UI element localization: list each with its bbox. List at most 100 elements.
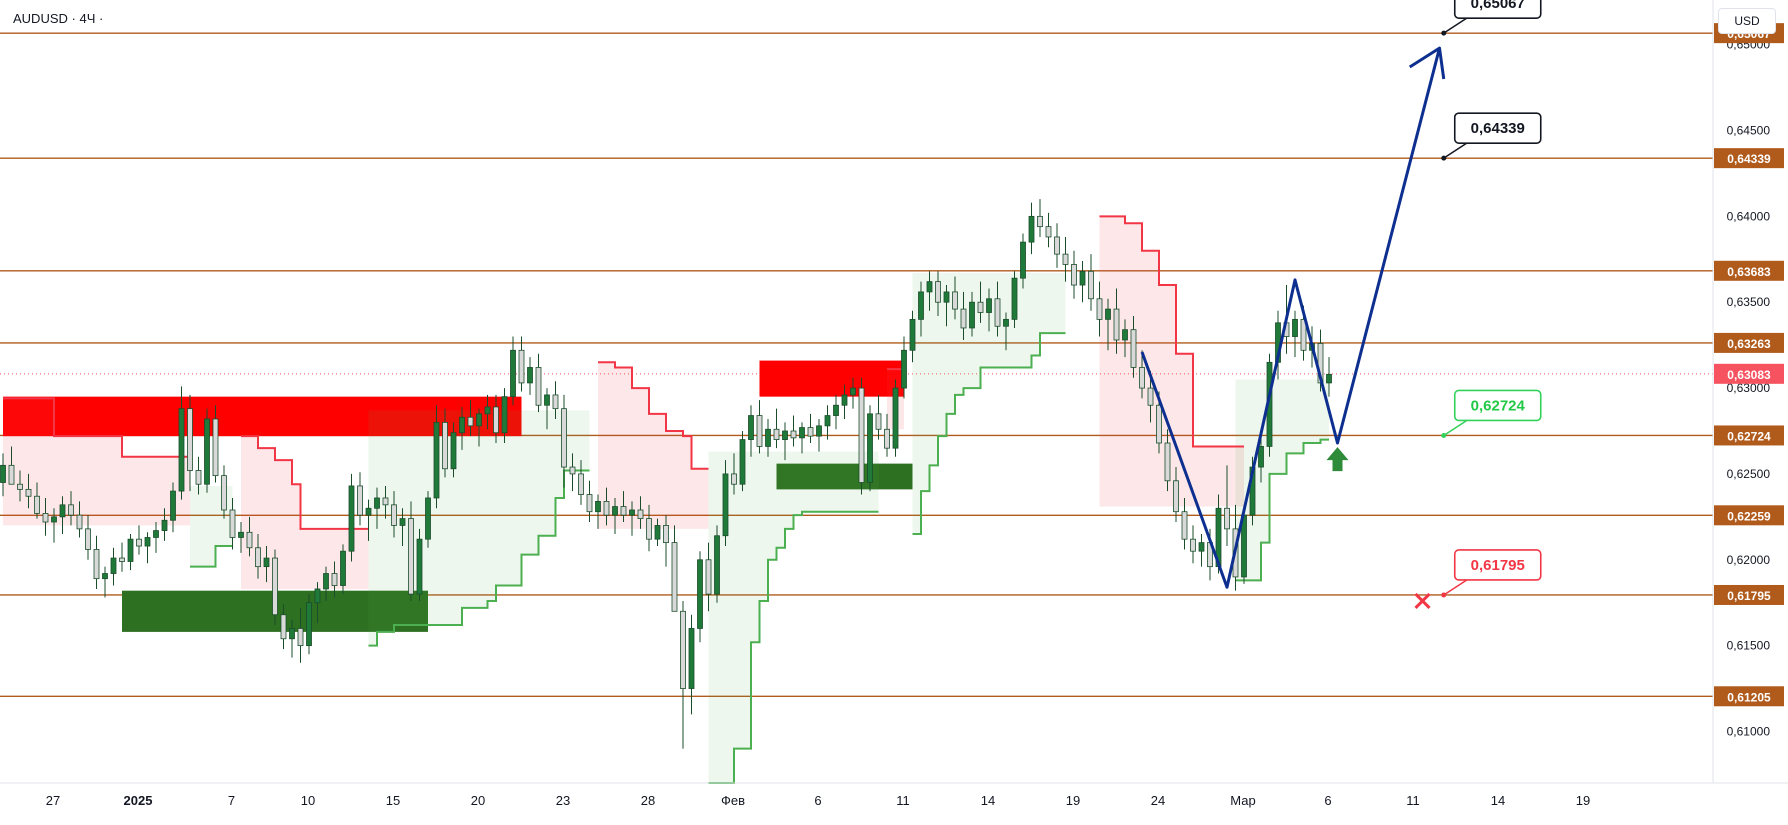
- candle[interactable]: [476, 408, 482, 447]
- candle[interactable]: [722, 460, 729, 547]
- candle[interactable]: [977, 281, 984, 323]
- candle[interactable]: [518, 336, 525, 392]
- candle[interactable]: [569, 453, 576, 492]
- candle[interactable]: [1028, 202, 1035, 255]
- candle[interactable]: [408, 501, 414, 601]
- candle[interactable]: [34, 482, 40, 519]
- candle[interactable]: [170, 482, 176, 533]
- candle[interactable]: [731, 453, 737, 495]
- candle[interactable]: [969, 291, 975, 337]
- candle[interactable]: [425, 491, 431, 548]
- level-price-tag[interactable]: 0,64339: [1714, 148, 1784, 169]
- candle[interactable]: [884, 413, 890, 457]
- candle[interactable]: [765, 418, 771, 457]
- candle[interactable]: [527, 357, 533, 395]
- candle[interactable]: [697, 551, 703, 643]
- candle[interactable]: [833, 394, 839, 430]
- candle[interactable]: [59, 496, 66, 535]
- candle[interactable]: [824, 405, 831, 440]
- candle[interactable]: [773, 408, 780, 449]
- candle[interactable]: [1292, 310, 1298, 358]
- candle[interactable]: [1164, 429, 1171, 492]
- candle[interactable]: [935, 271, 941, 316]
- candle[interactable]: [374, 487, 380, 529]
- candle[interactable]: [357, 472, 363, 526]
- candle[interactable]: [850, 377, 856, 409]
- candle[interactable]: [1037, 199, 1043, 237]
- price-callout-2[interactable]: 0,62724: [1441, 389, 1542, 438]
- candle[interactable]: [510, 336, 516, 406]
- level-price-tag[interactable]: 0,63683: [1714, 260, 1784, 281]
- candle[interactable]: [1054, 223, 1060, 268]
- candle[interactable]: [289, 619, 295, 658]
- candle[interactable]: [68, 491, 74, 526]
- candle[interactable]: [654, 518, 661, 547]
- candle[interactable]: [943, 285, 950, 327]
- candle[interactable]: [603, 487, 610, 526]
- candle[interactable]: [1071, 250, 1077, 299]
- candle[interactable]: [102, 566, 108, 598]
- supply-zone-2[interactable]: [759, 360, 905, 397]
- candle[interactable]: [909, 310, 916, 363]
- candle[interactable]: [365, 499, 372, 541]
- candle[interactable]: [858, 377, 865, 495]
- level-price-tag[interactable]: 0,63263: [1714, 332, 1784, 353]
- candle[interactable]: [1190, 525, 1196, 564]
- candle[interactable]: [595, 494, 601, 529]
- candle[interactable]: [586, 480, 593, 522]
- candle[interactable]: [382, 485, 389, 519]
- candle[interactable]: [42, 497, 49, 536]
- trail-green-line-0[interactable]: [190, 545, 233, 568]
- candle[interactable]: [1020, 233, 1026, 289]
- candle[interactable]: [17, 470, 23, 502]
- candle[interactable]: [807, 413, 814, 444]
- level-price-tag[interactable]: 0,61205: [1714, 686, 1784, 707]
- candle[interactable]: [748, 405, 754, 457]
- candle[interactable]: [221, 465, 227, 519]
- candle[interactable]: [246, 516, 253, 557]
- trail-green-line-2[interactable]: [708, 510, 879, 784]
- candle[interactable]: [450, 422, 457, 478]
- trail-red-line-1[interactable]: [241, 435, 369, 530]
- candle[interactable]: [1181, 497, 1188, 550]
- candle[interactable]: [331, 561, 338, 598]
- candle[interactable]: [612, 497, 618, 535]
- candle[interactable]: [1113, 288, 1120, 354]
- candle[interactable]: [1088, 254, 1094, 311]
- candle[interactable]: [501, 388, 508, 444]
- candle[interactable]: [756, 400, 763, 454]
- candle[interactable]: [714, 525, 720, 603]
- trail-green-line-4[interactable]: [1235, 438, 1330, 582]
- candle[interactable]: [1224, 465, 1230, 547]
- candle[interactable]: [901, 336, 907, 399]
- candle[interactable]: [212, 405, 219, 483]
- candle[interactable]: [484, 394, 491, 430]
- candle[interactable]: [671, 525, 678, 612]
- candle[interactable]: [493, 394, 499, 444]
- level-price-tag[interactable]: 0,61795: [1714, 584, 1784, 605]
- candle[interactable]: [578, 460, 584, 505]
- price-callout-1[interactable]: 0,64339: [1441, 112, 1542, 161]
- candle[interactable]: [1096, 281, 1103, 337]
- forecast-path[interactable]: [1140, 47, 1441, 589]
- candle[interactable]: [0, 453, 6, 497]
- candle[interactable]: [442, 408, 448, 478]
- candle[interactable]: [663, 515, 669, 567]
- candle[interactable]: [204, 408, 210, 493]
- candle[interactable]: [433, 405, 440, 509]
- candle[interactable]: [416, 528, 423, 601]
- candle[interactable]: [986, 288, 992, 332]
- candle[interactable]: [136, 525, 142, 555]
- candle[interactable]: [263, 546, 270, 583]
- candle[interactable]: [841, 384, 848, 419]
- candle[interactable]: [229, 497, 236, 550]
- candle[interactable]: [739, 430, 746, 492]
- candle[interactable]: [255, 534, 261, 579]
- candle[interactable]: [1122, 319, 1128, 358]
- candle[interactable]: [314, 582, 321, 624]
- candle[interactable]: [1062, 236, 1069, 282]
- candle[interactable]: [153, 522, 159, 553]
- candle[interactable]: [918, 281, 924, 337]
- candle[interactable]: [1045, 212, 1052, 248]
